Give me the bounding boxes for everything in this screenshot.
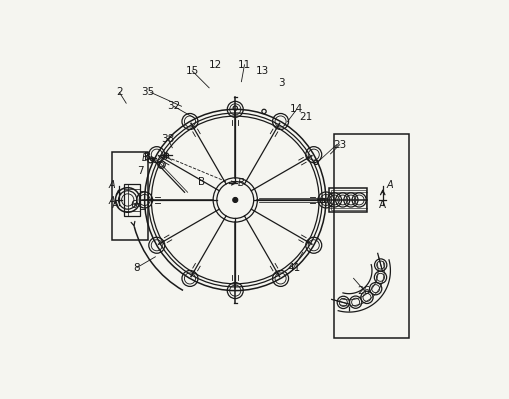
Text: 35: 35 (141, 87, 154, 97)
Text: 32: 32 (167, 101, 180, 111)
Text: 7: 7 (136, 166, 143, 176)
Text: 8: 8 (133, 263, 140, 273)
Text: A: A (108, 196, 115, 207)
Text: 38: 38 (161, 134, 174, 144)
Text: A: A (111, 200, 119, 209)
Text: 23: 23 (332, 140, 346, 150)
Circle shape (232, 198, 237, 202)
Text: B: B (141, 154, 148, 164)
Text: 3: 3 (277, 78, 284, 88)
Text: 6: 6 (130, 200, 137, 209)
Text: A: A (108, 180, 115, 190)
Text: 21: 21 (299, 112, 312, 122)
Bar (333, 134, 408, 338)
Text: 13: 13 (256, 66, 269, 76)
Text: B: B (144, 152, 151, 162)
Text: A: A (378, 200, 385, 209)
Text: 12: 12 (209, 60, 222, 70)
Text: 15: 15 (185, 66, 199, 76)
Text: B: B (197, 176, 205, 186)
Bar (330, 190, 365, 210)
Text: A: A (385, 180, 392, 190)
Text: 2: 2 (116, 87, 123, 97)
Bar (328, 188, 366, 211)
Bar (319, 198, 324, 202)
Text: 14: 14 (290, 104, 303, 115)
Text: 11: 11 (237, 60, 250, 70)
Text: 26: 26 (357, 286, 370, 296)
Bar (124, 184, 140, 216)
Bar (112, 152, 148, 240)
Text: 41: 41 (287, 263, 300, 273)
Text: B: B (238, 178, 244, 188)
